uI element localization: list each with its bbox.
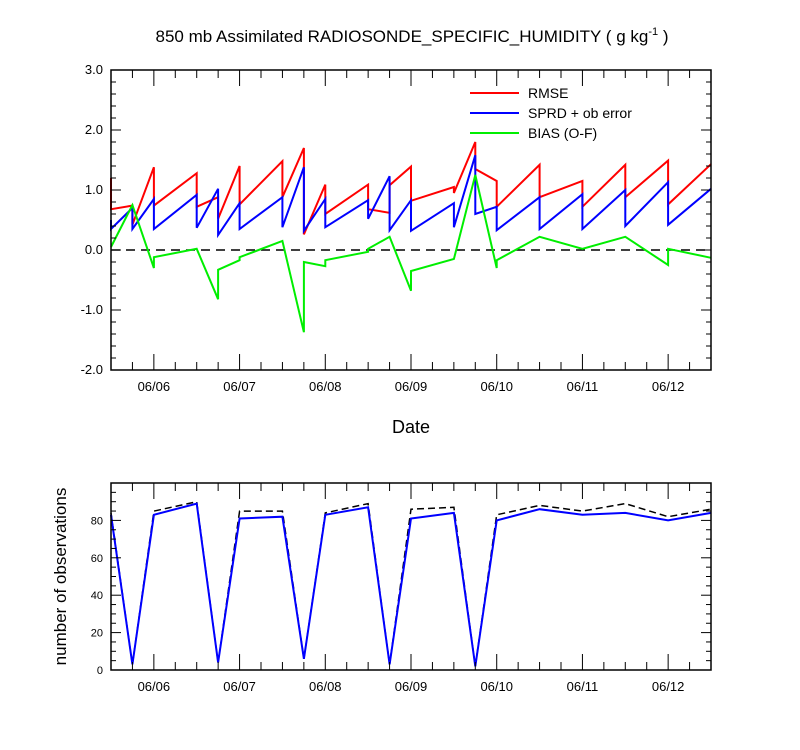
chart-title-superscript: -1 [648,26,658,38]
x-tick-label: 06/08 [309,679,342,694]
x-tick-label: 06/07 [223,679,256,694]
y-tick-label: 1.0 [85,182,103,197]
x-tick-label: 06/06 [138,679,171,694]
y-tick-label: -1.0 [81,302,103,317]
legend-label: RMSE [528,85,568,101]
y-tick-label: 2.0 [85,122,103,137]
x-tick-label: 06/08 [309,379,342,394]
y-tick-label: 80 [91,515,103,527]
x-tick-label: 06/09 [395,679,428,694]
x-tick-label: 06/12 [652,679,685,694]
x-tick-label: 06/09 [395,379,428,394]
x-tick-label: 06/10 [480,379,513,394]
y-tick-label: -2.0 [81,362,103,377]
legend-label: SPRD + ob error [528,105,632,121]
chart-title: 850 mb Assimilated RADIOSONDE_SPECIFIC_H… [156,26,669,46]
upper-panel: -2.0 -1.0 0.0 1.0 2.0 3.0 06/06 06/07 06/08 06/09… [81,62,712,437]
series-line-possible-observations [110,500,712,667]
x-tick-label: 06/10 [480,679,513,694]
x-tick-label: 06/07 [223,379,256,394]
y-tick-label: 20 [91,628,103,640]
y-tick-label: 40 [91,590,103,602]
x-tick-label: 06/12 [652,379,685,394]
series-line-bias-o-f [110,174,712,333]
series-line-assimilated-observations [110,502,712,667]
x-tick-label: 06/11 [567,379,599,394]
y-axis-title: number of observations [51,488,70,666]
series-line-sprd-ob-error [110,154,712,239]
x-axis-title: Date [392,417,430,437]
y-tick-label: 0.0 [85,242,103,257]
y-tick-label: 0 [97,665,103,677]
legend-label: BIAS (O-F) [528,125,597,141]
lower-panel: 0 20 40 60 80 06/06 06/07 06/08 06/09 06/10 06/11 0… [51,482,712,694]
y-tick-label: 60 [91,553,103,565]
y-tick-label: 3.0 [85,62,103,77]
x-tick-label: 06/11 [567,679,599,694]
x-tick-label: 06/06 [138,379,171,394]
